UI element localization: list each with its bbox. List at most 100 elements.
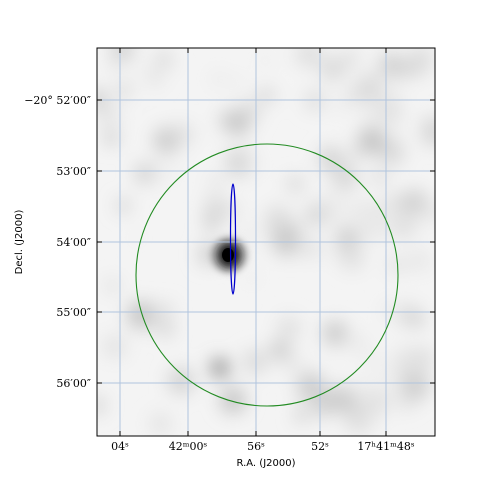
noise-blob xyxy=(104,130,119,145)
noise-blob xyxy=(305,204,326,226)
noise-blob xyxy=(287,175,304,193)
noise-blob xyxy=(361,350,387,377)
noise-blob xyxy=(134,63,145,74)
noise-blob xyxy=(301,238,322,259)
noise-blob xyxy=(378,52,404,78)
noise-blob xyxy=(307,400,318,411)
noise-blob xyxy=(323,321,346,344)
noise-blob xyxy=(385,84,402,102)
noise-blob xyxy=(335,226,360,250)
noise-blob xyxy=(345,409,370,434)
noise-blob xyxy=(236,100,260,124)
noise-blob xyxy=(116,199,130,213)
y-tick-label: 55′00″ xyxy=(56,306,91,319)
noise-blob xyxy=(204,214,220,230)
noise-blob xyxy=(402,189,427,214)
green-circle-region xyxy=(135,143,399,407)
noise-blob xyxy=(118,84,130,96)
noise-blob xyxy=(342,89,360,106)
noise-blob xyxy=(135,163,155,184)
noise-blob xyxy=(97,102,121,128)
noise-blob xyxy=(211,359,229,377)
noise-blob xyxy=(361,389,390,418)
noise-blob xyxy=(410,312,425,327)
noise-blob xyxy=(127,301,156,329)
noise-blob xyxy=(413,64,426,76)
x-tick-label: 42ᵐ00ˢ xyxy=(169,440,208,453)
noise-blob xyxy=(295,48,322,68)
noise-blob xyxy=(359,216,386,243)
noise-blob xyxy=(271,341,289,359)
noise-blob xyxy=(349,149,360,160)
noise-blob xyxy=(245,271,258,285)
noise-blob xyxy=(225,149,243,167)
noise-blob xyxy=(209,174,224,189)
noise-blob xyxy=(280,351,304,375)
y-tick-label: 56′00″ xyxy=(56,377,91,390)
noise-blob xyxy=(294,408,309,422)
noise-blob xyxy=(105,278,120,294)
noise-blob xyxy=(342,50,359,67)
noise-blob xyxy=(232,118,248,134)
noise-blob xyxy=(149,154,180,184)
noise-blob xyxy=(340,246,365,271)
noise-blob xyxy=(220,387,246,414)
noise-blob xyxy=(209,70,227,88)
noise-blob xyxy=(318,146,343,171)
y-tick-label: −20° 52′00″ xyxy=(24,94,91,107)
noise-blob xyxy=(204,195,225,216)
noise-blob xyxy=(348,203,363,219)
noise-blob xyxy=(242,349,268,374)
noise-blob xyxy=(149,413,172,435)
noise-blob xyxy=(357,126,386,155)
noise-blob xyxy=(333,165,358,191)
x-tick-label: 04ˢ xyxy=(111,440,129,453)
noise-blob xyxy=(259,54,272,67)
noise-blob xyxy=(321,57,345,81)
noise-blob xyxy=(350,335,370,354)
noise-blob xyxy=(264,206,292,234)
y-tick-label: 54′00″ xyxy=(56,236,91,249)
x-tick-labels: 04ˢ 42ᵐ00ˢ 56ˢ 52ˢ 17ʰ41ᵐ48ˢ xyxy=(111,440,415,453)
noise-blob xyxy=(375,97,403,125)
blue-ellipse-region xyxy=(229,183,237,295)
noise-blob xyxy=(354,74,384,103)
noise-blob xyxy=(132,232,142,243)
coordinate-grid xyxy=(97,48,435,436)
noise-blob xyxy=(157,302,173,318)
x-tick-label: 52ˢ xyxy=(311,440,329,453)
noise-blob xyxy=(311,396,332,417)
noise-blob xyxy=(421,200,435,224)
noise-blob xyxy=(296,372,325,401)
x-tick-label: 56ˢ xyxy=(247,440,265,453)
noise-blob xyxy=(362,108,374,121)
noise-blob xyxy=(408,249,431,272)
noise-blob xyxy=(421,116,435,140)
noise-blob xyxy=(102,334,127,359)
noise-blob xyxy=(400,370,430,401)
tick-marks xyxy=(97,48,435,436)
bright-source xyxy=(211,237,247,273)
y-tick-labels: −20° 52′00″ 53′00″ 54′00″ 55′00″ 56′00″ xyxy=(24,94,91,390)
noise-blob xyxy=(322,187,345,210)
x-tick-label: 17ʰ41ᵐ48ˢ xyxy=(357,440,414,453)
y-axis-label: Decl. (J2000) xyxy=(14,210,25,275)
noise-blob xyxy=(410,347,434,371)
noise-blob xyxy=(109,59,122,72)
noise-blob xyxy=(154,49,174,70)
noise-blob xyxy=(277,316,301,340)
noise-blob xyxy=(389,212,417,240)
noise-blob xyxy=(229,76,245,91)
noise-blob xyxy=(388,256,406,274)
noise-blob xyxy=(111,48,134,60)
noise-blob xyxy=(170,123,193,146)
noise-blob xyxy=(387,195,403,210)
noise-blob xyxy=(146,70,163,87)
noise-blob xyxy=(97,397,105,414)
noise-blob xyxy=(392,358,410,376)
noise-blob xyxy=(373,170,387,184)
noise-blob xyxy=(231,165,242,175)
noise-blob xyxy=(157,320,174,337)
noise-blob xyxy=(258,89,270,102)
